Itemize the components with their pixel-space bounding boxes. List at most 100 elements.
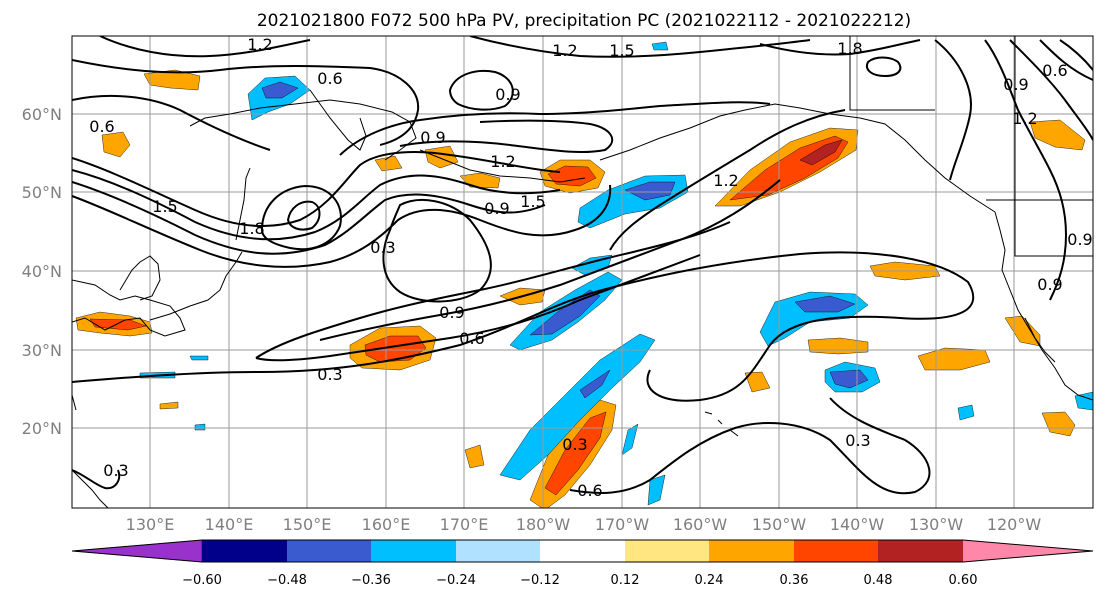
pv-label-1: 1.2: [247, 35, 272, 54]
lon-label-130w: 130°W: [909, 515, 964, 534]
coast-east-asia: [72, 279, 186, 337]
pv-contour-1-8-trough: [72, 181, 546, 255]
pv-contour-0-3-cutoff: [382, 199, 492, 303]
pv-contour-0-9-north: [72, 184, 612, 268]
precip-core-band-south: [544, 411, 607, 496]
pv-label-7: 0.6: [1042, 61, 1067, 80]
colorbar-label-2: −0.48: [267, 573, 307, 588]
colorbar-label-5: −0.12: [520, 573, 560, 588]
pv-contour-cyclone-inner: [286, 200, 321, 231]
map-frame: [71, 35, 1094, 509]
lat-label-60n: 60°N: [22, 105, 62, 124]
pv-label-20: 0.9: [439, 303, 464, 322]
colorbar-label-7: 0.24: [695, 573, 724, 588]
pv-label-19: 0.3: [845, 431, 870, 450]
lon-label-160w: 160°W: [673, 515, 728, 534]
pv-contour-cyclone-outer: [260, 184, 342, 251]
lon-label-150w: 150°W: [752, 515, 807, 534]
colorbar-bin-4: [456, 540, 540, 562]
pv-label-24: 0.9: [1067, 230, 1092, 249]
lon-label-170e: 170°E: [440, 515, 489, 534]
pv-contour-0-3-west-low: [72, 469, 121, 490]
coast-us-border: [1014, 36, 1093, 257]
precip-core-japan: [89, 318, 147, 331]
precip-core-okhotsk: [261, 81, 299, 99]
pv-label-26: 1.2: [713, 171, 738, 190]
map-panel: 1.2 0.6 1.2 1.5 1.8 0.9 0.6 0.9 1.2 1.5 …: [72, 35, 1093, 508]
pv-label-16: 0.3: [317, 365, 342, 384]
coast-siberia: [189, 99, 417, 161]
colorbar: −0.60 −0.48 −0.36 −0.24 −0.12 0.12 0.24 …: [71, 539, 1094, 588]
precip-positive-se: [744, 371, 771, 393]
pv-label-9: 1.2: [1012, 109, 1037, 128]
coast-korea: [119, 255, 161, 301]
pv-label-25: 0.9: [1037, 275, 1062, 294]
precip-max-gulf-alaska: [799, 139, 843, 166]
lon-label-140e: 140°E: [205, 515, 254, 534]
lon-label-130e: 130°E: [126, 515, 175, 534]
pv-contour-1-2-east: [984, 39, 1068, 301]
pv-contour-1-8-upper: [759, 39, 921, 56]
pv-label-27: 0.3: [103, 461, 128, 480]
precip-positive-canada: [1029, 119, 1086, 151]
graticule: [72, 36, 1093, 508]
coast-taiwan: [72, 394, 77, 411]
precip-positive-hawaii: [464, 444, 485, 469]
pv-contour-1-2-north: [99, 36, 311, 58]
pv-label-8: 0.9: [1003, 75, 1028, 94]
precip-positive-kamchatka: [101, 131, 131, 158]
coast-hawaii: [704, 411, 739, 437]
contour-labels: 1.2 0.6 1.2 1.5 1.8 0.9 0.6 0.9 1.2 1.5 …: [89, 35, 1092, 500]
precip-positive-mexico: [1041, 411, 1076, 437]
lon-label-140w: 140°W: [830, 515, 885, 534]
precip-shading: [75, 41, 1093, 508]
lat-label-40n: 40°N: [22, 262, 62, 281]
lat-label-30n: 30°N: [22, 341, 62, 360]
precip-negative-small5: [651, 41, 669, 51]
colorbar-label-6: 0.12: [611, 573, 640, 588]
pv-contour-1-2-upper: [469, 36, 811, 58]
colorbar-bin-8: [794, 540, 878, 562]
pv-label-13: 1.2: [490, 152, 515, 171]
lon-label-170w: 170°W: [595, 515, 650, 534]
pv-label-10: 1.5: [520, 192, 545, 211]
pv-contour-0-3-lower: [569, 397, 931, 495]
precip-core-ne: [794, 295, 856, 313]
precip-positive-aleutian-w: [424, 145, 459, 169]
pv-contour-0-3-south: [72, 251, 975, 402]
coast-philippines: [72, 469, 109, 508]
pv-contour-1-2-trough: [72, 151, 561, 227]
colorbar-bin-3: [371, 540, 456, 562]
precip-core-band-west: [529, 289, 601, 336]
pv-label-2: 0.6: [317, 69, 342, 88]
pv-label-22: 1.5: [152, 197, 177, 216]
pv-label-11: 0.9: [420, 128, 445, 147]
pv-label-3: 1.2: [552, 41, 577, 60]
pv-contour-0-9-east-2: [1009, 39, 1093, 141]
pv-contour-0-6-south2: [255, 254, 701, 362]
colorbar-extend-min: [71, 539, 203, 563]
precip-negative-small6: [194, 423, 206, 431]
coast-japan: [149, 251, 243, 321]
colorbar-label-1: −0.60: [182, 573, 222, 588]
coast-aleutians: [419, 149, 586, 183]
precip-negative-small1: [189, 355, 209, 361]
lat-label-50n: 50°N: [22, 183, 62, 202]
coast-alaska: [599, 103, 996, 213]
precip-core-band-south-neg: [579, 369, 611, 399]
colorbar-extend-max: [963, 540, 1093, 562]
colorbar-label-9: 0.48: [864, 573, 893, 588]
pv-contour-0-6-far-east: [1059, 39, 1093, 71]
pv-label-12: 0.3: [370, 238, 395, 257]
figure-title: 2021021800 F072 500 hPa PV, precipitatio…: [257, 11, 911, 31]
precip-core-east: [829, 369, 869, 389]
pv-contour-0-6-east: [1039, 39, 1093, 81]
lon-label-160e: 160°E: [362, 515, 411, 534]
precip-negative-south: [621, 423, 639, 456]
pv-contour-0-9-mid: [319, 179, 781, 341]
colorbar-bin-5: [540, 540, 625, 562]
precip-negative-south2: [647, 474, 666, 506]
pv-label-6: 0.9: [495, 85, 520, 104]
pv-label-18: 0.6: [577, 481, 602, 500]
